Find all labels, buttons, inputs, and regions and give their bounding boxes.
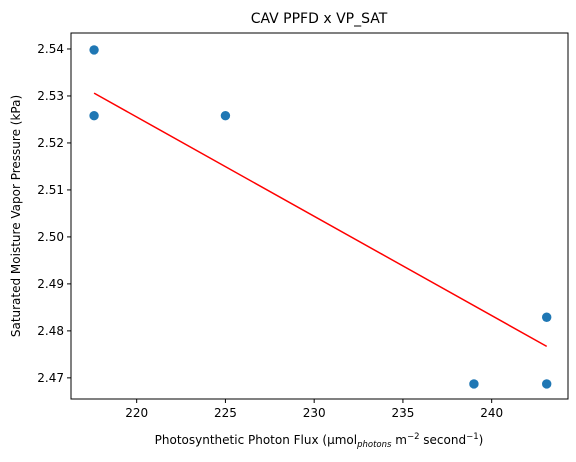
axes-frame <box>70 32 569 400</box>
fit-line <box>93 92 548 348</box>
chart-title: CAV PPFD x VP_SAT <box>251 11 388 27</box>
y-axis-label: Saturated Moisture Vapor Pressure (kPa) <box>9 95 23 337</box>
data-point <box>542 312 552 322</box>
y-tick-label: 2.54 <box>37 42 64 56</box>
y-tick-label: 2.49 <box>37 277 64 291</box>
y-tick-label: 2.51 <box>37 183 64 197</box>
x-tick-label: 235 <box>391 406 414 420</box>
data-point <box>469 379 479 389</box>
x-tick-label: 220 <box>125 406 148 420</box>
x-axis-label-mid: m <box>391 433 407 447</box>
x-axis: 220 225 230 235 240 <box>125 399 503 420</box>
y-tick-label: 2.52 <box>37 136 64 150</box>
x-axis-label: Photosynthetic Photon Flux (µmolphotons … <box>155 432 484 450</box>
data-point <box>220 110 231 121</box>
x-tick-label: 230 <box>303 406 326 420</box>
x-tick-label: 225 <box>214 406 237 420</box>
data-point <box>542 379 552 389</box>
y-axis: 2.47 2.48 2.49 2.50 2.51 2.52 2.53 2.54 <box>37 42 71 385</box>
x-axis-label-sup1: −2 <box>407 432 420 442</box>
data-point <box>89 110 99 121</box>
y-tick-label: 2.48 <box>37 324 64 338</box>
y-tick-label: 2.53 <box>37 89 64 103</box>
y-tick-label: 2.47 <box>37 371 64 385</box>
x-axis-label-main: Photosynthetic Photon Flux (µmol <box>155 433 357 447</box>
x-axis-label-close: ) <box>479 433 484 447</box>
y-tick-label: 2.50 <box>37 230 64 244</box>
data-point <box>89 45 99 55</box>
plot-area <box>89 45 552 389</box>
x-axis-label-end: second <box>419 433 466 447</box>
x-axis-label-sub: photons <box>356 440 392 450</box>
x-tick-label: 240 <box>480 406 503 420</box>
x-axis-label-sup2: −1 <box>466 432 479 442</box>
